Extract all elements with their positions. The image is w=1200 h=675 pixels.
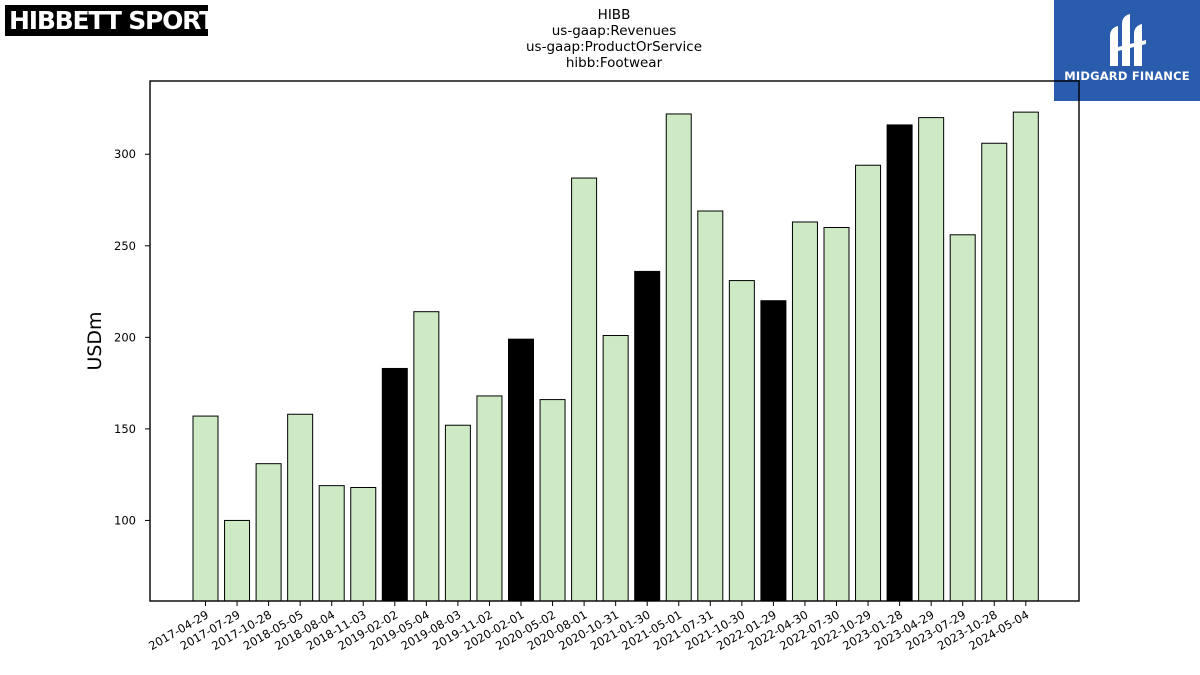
bar-2023-01-28 [886,124,913,602]
bar-2023-04-29 [918,117,945,602]
y-tick-label: 200 [114,330,136,344]
title-line-3: us-gaap:ProductOrService [525,39,703,55]
logo-left-text: HIBBETT SPORTS [9,6,233,35]
title-line-2: us-gaap:Revenues [551,23,677,39]
bar-2021-07-31 [697,210,724,602]
bar-2022-10-29 [855,164,882,602]
y-tick-label: 100 [114,513,136,527]
bar-2021-01-30 [634,270,661,602]
bar-2022-04-30 [791,221,818,602]
bar-2018-11-03 [350,486,377,602]
bar-2017-07-29 [224,519,251,602]
title-line-4: hibb:Footwear [565,55,663,71]
bar-2022-07-30 [823,226,850,602]
y-axis-ticks: 100 150 200 250 300 [114,147,150,527]
x-axis-ticks: 2017-04-292017-07-292017-10-282018-05-05… [146,601,1031,653]
bar-2019-02-02 [381,367,408,602]
midgard-finance-logo: MIDGARD FINANCE [1054,0,1200,101]
bar-2019-05-04 [413,311,440,602]
bar-2021-05-01 [665,113,692,602]
y-tick-label: 150 [114,422,136,436]
plot-frame [149,80,1080,602]
bar-2020-08-01 [571,177,598,602]
bar-2023-10-28 [981,142,1008,602]
bar-2017-10-28 [255,463,282,602]
bar-2019-08-03 [444,424,471,602]
logo-right-text: MIDGARD FINANCE [1064,69,1190,83]
bar-2020-02-01 [508,338,534,602]
logo-left-mark: ® [231,5,243,18]
bar-2018-05-05 [287,413,314,602]
chart-title: HIBB us-gaap:Revenues us-gaap:ProductOrS… [414,7,814,71]
y-tick-label: 250 [114,239,136,253]
title-line-1: HIBB [597,7,631,23]
bar-2020-10-31 [602,335,629,602]
bar-2019-11-02 [476,395,503,602]
hibbett-sports-logo: HIBBETT SPORTS® [5,5,243,36]
midgard-mark-icon [1110,14,1146,66]
bar-2022-01-29 [760,300,787,602]
bar-2024-05-04 [1012,111,1039,602]
y-tick-label: 300 [114,147,136,161]
bar-2017-04-29 [192,415,219,602]
bar-2023-07-29 [949,234,976,602]
bar-2018-08-04 [318,485,345,602]
bar-2020-05-02 [539,399,566,602]
bars-group [192,111,1039,602]
y-axis-label: USDm [84,311,106,370]
bar-2021-10-30 [728,280,755,602]
